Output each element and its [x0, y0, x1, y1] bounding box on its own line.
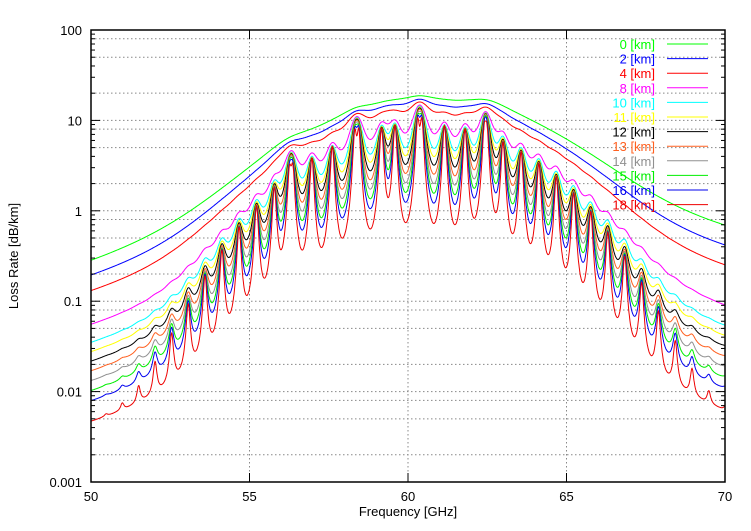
- series-line-0km: [90, 95, 726, 261]
- y-tick-label: 0.001: [49, 475, 82, 490]
- grid-lines: [91, 30, 725, 482]
- y-tick-label: 100: [60, 23, 82, 38]
- series-curves: [90, 95, 726, 422]
- x-tick-label: 50: [84, 489, 98, 504]
- x-tick-label: 60: [401, 489, 415, 504]
- y-tick-label: 10: [68, 113, 82, 128]
- series-line-14km: [90, 110, 726, 382]
- series-line-18km: [90, 116, 726, 422]
- legend-label: 12 [km]: [612, 125, 655, 140]
- series-line-4km: [90, 101, 726, 292]
- legend: 0 [km]2 [km]4 [km]8 [km]10 [km]11 [km]12…: [612, 37, 708, 213]
- x-tick-label: 65: [559, 489, 573, 504]
- series-line-12km: [90, 107, 726, 362]
- legend-label: 10 [km]: [612, 95, 655, 110]
- series-line-15km: [90, 112, 725, 391]
- x-tick-label: 70: [718, 489, 732, 504]
- legend-label: 16 [km]: [612, 183, 655, 198]
- series-line-16km: [90, 114, 725, 402]
- series-line-8km: [90, 104, 726, 325]
- series-line-13km: [90, 108, 726, 372]
- y-tick-label: 0.1: [64, 294, 82, 309]
- series-line-11km: [90, 106, 726, 353]
- legend-label: 18 [km]: [612, 198, 655, 213]
- series-line-2km: [90, 98, 726, 276]
- legend-label: 0 [km]: [620, 37, 655, 52]
- legend-label: 13 [km]: [612, 139, 655, 154]
- x-tick-label: 55: [242, 489, 256, 504]
- legend-label: 11 [km]: [613, 110, 655, 125]
- legend-label: 4 [km]: [620, 66, 655, 81]
- y-axis-label: Loss Rate [dB/km]: [6, 203, 21, 309]
- x-axis-label: Frequency [GHz]: [359, 504, 457, 519]
- series-line-10km: [90, 105, 726, 343]
- legend-label: 14 [km]: [612, 154, 655, 169]
- legend-label: 2 [km]: [620, 52, 655, 67]
- y-tick-label: 0.01: [57, 385, 82, 400]
- legend-label: 8 [km]: [620, 81, 655, 96]
- axis-ticks: 0.001 0.01 0.1 1 10 100 50 55 60 65 70: [49, 23, 732, 504]
- y-tick-label: 1: [75, 204, 82, 219]
- legend-label: 15 [km]: [612, 168, 655, 183]
